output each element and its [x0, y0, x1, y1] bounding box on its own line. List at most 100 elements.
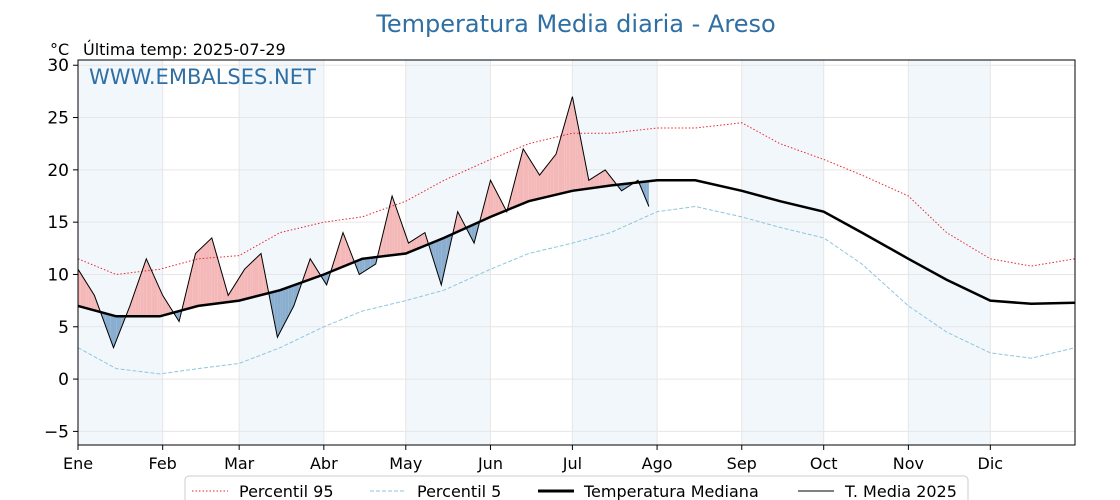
warm-anomaly-fill [394, 203, 398, 255]
warm-anomaly-fill [247, 264, 251, 299]
cold-anomaly-fill [282, 288, 286, 327]
series-lines [77, 96, 1076, 375]
legend-box [184, 475, 969, 500]
warm-anomaly-fill [83, 278, 87, 309]
warm-anomaly-fill [206, 240, 210, 305]
warm-anomaly-fill [569, 96, 573, 192]
warm-anomaly-fill [597, 173, 600, 188]
y-tick-label: 20 [47, 161, 69, 181]
warm-anomaly-fill [414, 237, 417, 251]
warm-anomaly-fill [209, 237, 212, 305]
warm-anomaly-fill [392, 196, 395, 256]
warm-anomaly-fill [389, 196, 393, 256]
warm-anomaly-fill [495, 190, 499, 215]
cold-anomaly-fill [438, 239, 442, 285]
warm-anomaly-fill [250, 261, 253, 298]
month-band-nov [908, 60, 991, 445]
y-unit-label: °C [50, 40, 69, 59]
warm-anomaly-fill [520, 148, 524, 205]
cold-anomaly-fill [362, 258, 365, 273]
warm-anomaly-fill [91, 291, 95, 311]
cold-anomaly-fill [277, 290, 281, 338]
cold-anomaly-fill [280, 289, 283, 332]
warm-anomaly-fill [239, 273, 242, 301]
warm-anomaly-fill [190, 264, 193, 309]
warm-anomaly-fill [307, 258, 311, 281]
warm-anomaly-fill [408, 241, 412, 253]
cold-anomaly-fill [323, 273, 327, 285]
warm-anomaly-fill [310, 258, 313, 280]
warm-anomaly-fill [88, 286, 92, 310]
y-tick-label: 15 [47, 213, 69, 233]
warm-anomaly-fill [244, 266, 248, 300]
warm-anomaly-fill [187, 276, 190, 309]
warm-anomaly-fill [526, 153, 529, 203]
cold-anomaly-fill [373, 257, 376, 266]
warm-anomaly-fill [252, 258, 256, 298]
watermark: WWW.EMBALSES.NET [89, 65, 316, 89]
warm-anomaly-fill [140, 266, 144, 317]
cold-anomaly-fill [291, 285, 294, 312]
warm-anomaly-fill [583, 152, 587, 190]
warm-anomaly-fill [263, 267, 267, 295]
cold-anomaly-fill [444, 236, 447, 273]
warm-anomaly-fill [517, 159, 521, 206]
cold-anomaly-fill [105, 313, 108, 333]
cold-anomaly-fill [176, 311, 180, 322]
warm-anomaly-fill [78, 269, 81, 307]
x-tick-label: Ene [63, 454, 93, 473]
x-tick-label: Dic [978, 454, 1004, 473]
warm-anomaly-fill [547, 161, 551, 197]
warm-anomaly-fill [255, 256, 259, 297]
warm-anomaly-fill [159, 289, 163, 317]
warm-anomaly-fill [258, 253, 261, 296]
x-tick-label: Feb [149, 454, 177, 473]
x-tick-label: Jun [477, 454, 503, 473]
legend: Percentil 95 Percentil 5 Temperatura Med… [184, 475, 969, 500]
warm-anomaly-fill [241, 269, 245, 300]
warm-anomaly-fill [146, 258, 149, 317]
month-band-sep [741, 60, 824, 445]
warm-anomaly-fill [566, 106, 570, 193]
warm-anomaly-fill [386, 207, 390, 256]
x-tick-label: Sep [727, 454, 757, 473]
month-band-jul [572, 60, 658, 445]
cold-anomaly-fill [441, 237, 444, 285]
legend-label-p5: Percentil 5 [417, 482, 501, 500]
warm-anomaly-fill [405, 235, 409, 254]
warm-anomaly-fill [200, 245, 204, 306]
warm-anomaly-fill [577, 124, 581, 190]
warm-anomaly-fill [482, 201, 485, 221]
warm-anomaly-fill [149, 264, 152, 317]
warm-anomaly-fill [588, 178, 592, 189]
warm-anomaly-fill [381, 230, 384, 257]
warm-anomaly-fill [490, 180, 494, 217]
warm-anomaly-fill [400, 219, 403, 255]
warm-anomaly-fill [236, 278, 240, 301]
warm-anomaly-fill [550, 157, 554, 196]
warm-anomaly-fill [168, 304, 171, 315]
warm-anomaly-fill [531, 162, 535, 201]
y-tick-label: 10 [47, 265, 69, 285]
warm-anomaly-fill [411, 239, 414, 252]
warm-anomaly-fill [129, 298, 133, 317]
warm-anomaly-fill [512, 180, 515, 208]
x-tick-label: Nov [893, 454, 924, 473]
cold-anomaly-fill [435, 240, 439, 277]
cold-anomaly-fill [288, 286, 292, 317]
warm-anomaly-fill [528, 157, 532, 202]
warm-anomaly-fill [575, 110, 578, 191]
y-tick-label: 30 [47, 56, 69, 76]
cold-anomaly-fill [296, 283, 300, 298]
warm-anomaly-fill [509, 190, 513, 210]
warm-anomaly-fill [222, 276, 226, 303]
warm-anomaly-fill [416, 236, 420, 250]
warm-anomaly-fill [343, 232, 346, 267]
legend-label-2025: T. Media 2025 [844, 482, 957, 500]
warm-anomaly-fill [334, 250, 338, 270]
warm-anomaly-fill [94, 295, 98, 312]
cold-anomaly-fill [113, 315, 117, 348]
warm-anomaly-fill [80, 273, 84, 308]
warm-anomaly-fill [556, 144, 559, 195]
